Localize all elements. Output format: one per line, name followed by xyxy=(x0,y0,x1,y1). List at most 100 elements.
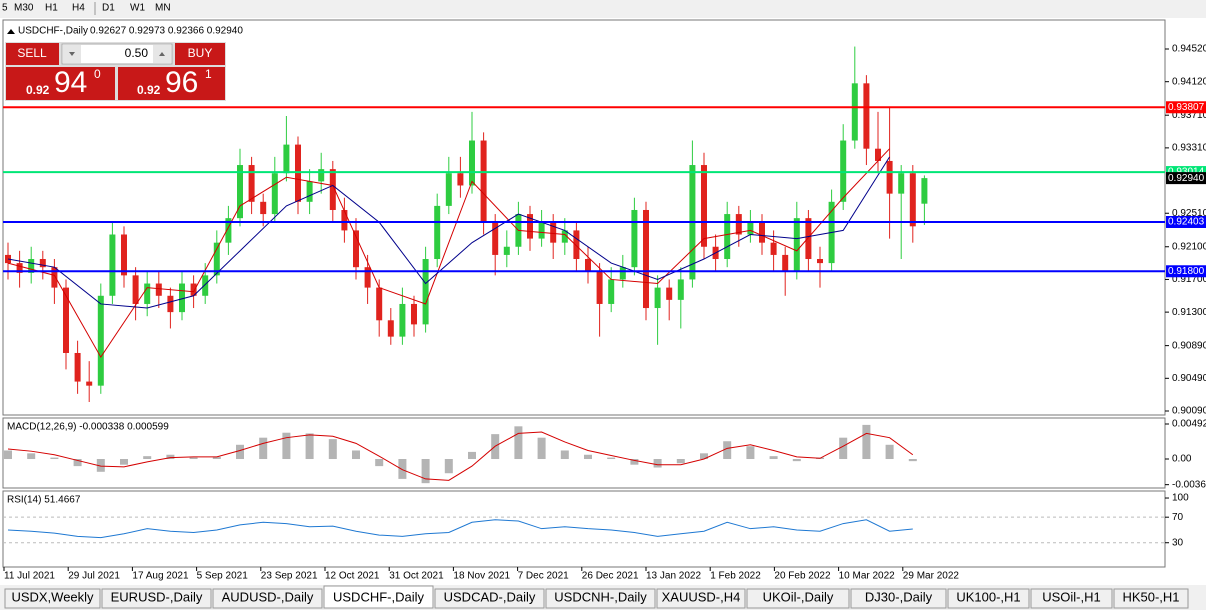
macd-bar xyxy=(630,459,639,465)
macd-bar xyxy=(96,459,105,472)
candle-body xyxy=(121,234,127,276)
symbol-tab[interactable] xyxy=(545,588,656,609)
candle-body xyxy=(399,303,406,337)
date-label: 23 Sep 2021 xyxy=(261,571,318,582)
macd-bar xyxy=(398,459,407,479)
macd-bar xyxy=(537,437,546,460)
candle-body xyxy=(306,181,313,202)
candle-body xyxy=(376,287,383,321)
candle-body xyxy=(550,222,557,243)
candle-body xyxy=(701,165,707,247)
macd-bar xyxy=(375,459,384,467)
candle-body xyxy=(782,254,789,272)
candle-body xyxy=(283,144,290,174)
timeframe-button[interactable]: M30 xyxy=(14,3,34,14)
candle-body xyxy=(492,222,499,255)
symbol-tab[interactable] xyxy=(101,588,212,609)
timeframe-button[interactable]: D1 xyxy=(102,3,115,14)
candle-body xyxy=(503,246,510,255)
candle-body xyxy=(63,287,69,353)
candle-body xyxy=(538,222,545,239)
symbol-tab[interactable] xyxy=(4,588,101,609)
symbol-tab[interactable] xyxy=(1030,588,1113,609)
macd-bar xyxy=(120,459,128,465)
symbol-tab[interactable] xyxy=(323,585,434,609)
ma-fast xyxy=(7,148,890,359)
symbol-tab[interactable] xyxy=(434,588,545,609)
tab-label: UKOil-,Daily xyxy=(763,589,834,604)
candle-body xyxy=(237,165,243,219)
symbol-tab[interactable] xyxy=(746,588,850,609)
candle-body xyxy=(109,234,116,296)
candle-body xyxy=(585,259,591,272)
candle-body xyxy=(573,230,580,260)
buy-button[interactable] xyxy=(175,43,225,65)
ohlc-text: 0.92627 0.92973 0.92366 0.92940 xyxy=(90,26,243,37)
tab-label: USDX,Weekly xyxy=(11,589,94,604)
bid-box[interactable] xyxy=(6,67,115,100)
candle-body xyxy=(422,259,429,325)
collapse-arrow[interactable] xyxy=(7,29,15,34)
candle-body xyxy=(364,267,371,288)
candle-body xyxy=(260,201,267,215)
up-arrow xyxy=(159,52,165,56)
candle-body xyxy=(886,160,893,194)
candle-body xyxy=(225,218,232,243)
macd-bar xyxy=(259,437,268,460)
macd-bar xyxy=(676,459,685,464)
date-label: 17 Aug 2021 xyxy=(132,571,189,582)
y-tick-label: 0.94520 xyxy=(1172,44,1206,55)
macd-bar xyxy=(792,459,801,462)
ma-slow xyxy=(7,156,891,309)
down-arrow xyxy=(69,52,75,56)
timeframe-button[interactable]: H1 xyxy=(45,3,58,14)
symbol-tab[interactable] xyxy=(947,588,1030,609)
macd-bar xyxy=(421,459,430,484)
bid-prefix: 0.92 xyxy=(26,83,50,97)
timeframe-button[interactable]: MN xyxy=(155,3,171,14)
candle-body xyxy=(329,169,336,210)
candle-body xyxy=(86,381,93,386)
candle-body xyxy=(179,283,185,313)
y-tick-label: 0.92510 xyxy=(1172,208,1206,219)
level-tag xyxy=(1166,101,1206,114)
level-label: 0.93807 xyxy=(1168,102,1205,113)
level-label: 0.92403 xyxy=(1168,217,1205,228)
candle-body xyxy=(921,178,928,204)
rsi-frame xyxy=(2,490,1166,568)
lots-input[interactable] xyxy=(61,43,173,65)
symbol-tab[interactable] xyxy=(656,588,746,609)
timeframe-button[interactable]: W1 xyxy=(130,3,145,14)
tab-label: USDCHF-,Daily xyxy=(333,589,425,604)
macd-bar xyxy=(584,454,592,460)
macd-bar xyxy=(723,441,732,460)
level-tag xyxy=(1166,265,1206,278)
buy-label: BUY xyxy=(188,46,213,60)
symbol-tab[interactable] xyxy=(1113,588,1189,609)
candle-body xyxy=(248,165,255,202)
chart-title: USDCHF-,Daily xyxy=(18,26,88,37)
ask-box[interactable] xyxy=(118,67,225,100)
rsi-tick-label: 100 xyxy=(1172,493,1189,504)
macd-bar xyxy=(189,457,198,460)
macd-bar xyxy=(27,453,36,460)
y-tick-label: 0.90090 xyxy=(1172,406,1206,417)
macd-bar xyxy=(746,446,755,460)
date-label: 13 Jan 2022 xyxy=(646,571,701,582)
symbol-tab[interactable] xyxy=(212,588,323,609)
date-label: 10 Mar 2022 xyxy=(839,571,896,582)
timeframe-button[interactable]: 5 xyxy=(2,3,8,14)
date-label: 26 Dec 2021 xyxy=(582,571,639,582)
sell-button[interactable] xyxy=(6,43,59,65)
symbol-tab[interactable] xyxy=(850,588,947,609)
candle-body xyxy=(51,267,58,288)
candle-body xyxy=(480,140,487,223)
date-label: 18 Nov 2021 xyxy=(453,571,510,582)
candle-body xyxy=(318,169,325,182)
tab-label: EURUSD-,Daily xyxy=(111,589,203,604)
candle-body xyxy=(770,242,777,255)
candle-body xyxy=(155,283,162,296)
candle-body xyxy=(863,83,870,149)
candle-body xyxy=(445,173,452,206)
timeframe-button[interactable]: H4 xyxy=(72,3,85,14)
